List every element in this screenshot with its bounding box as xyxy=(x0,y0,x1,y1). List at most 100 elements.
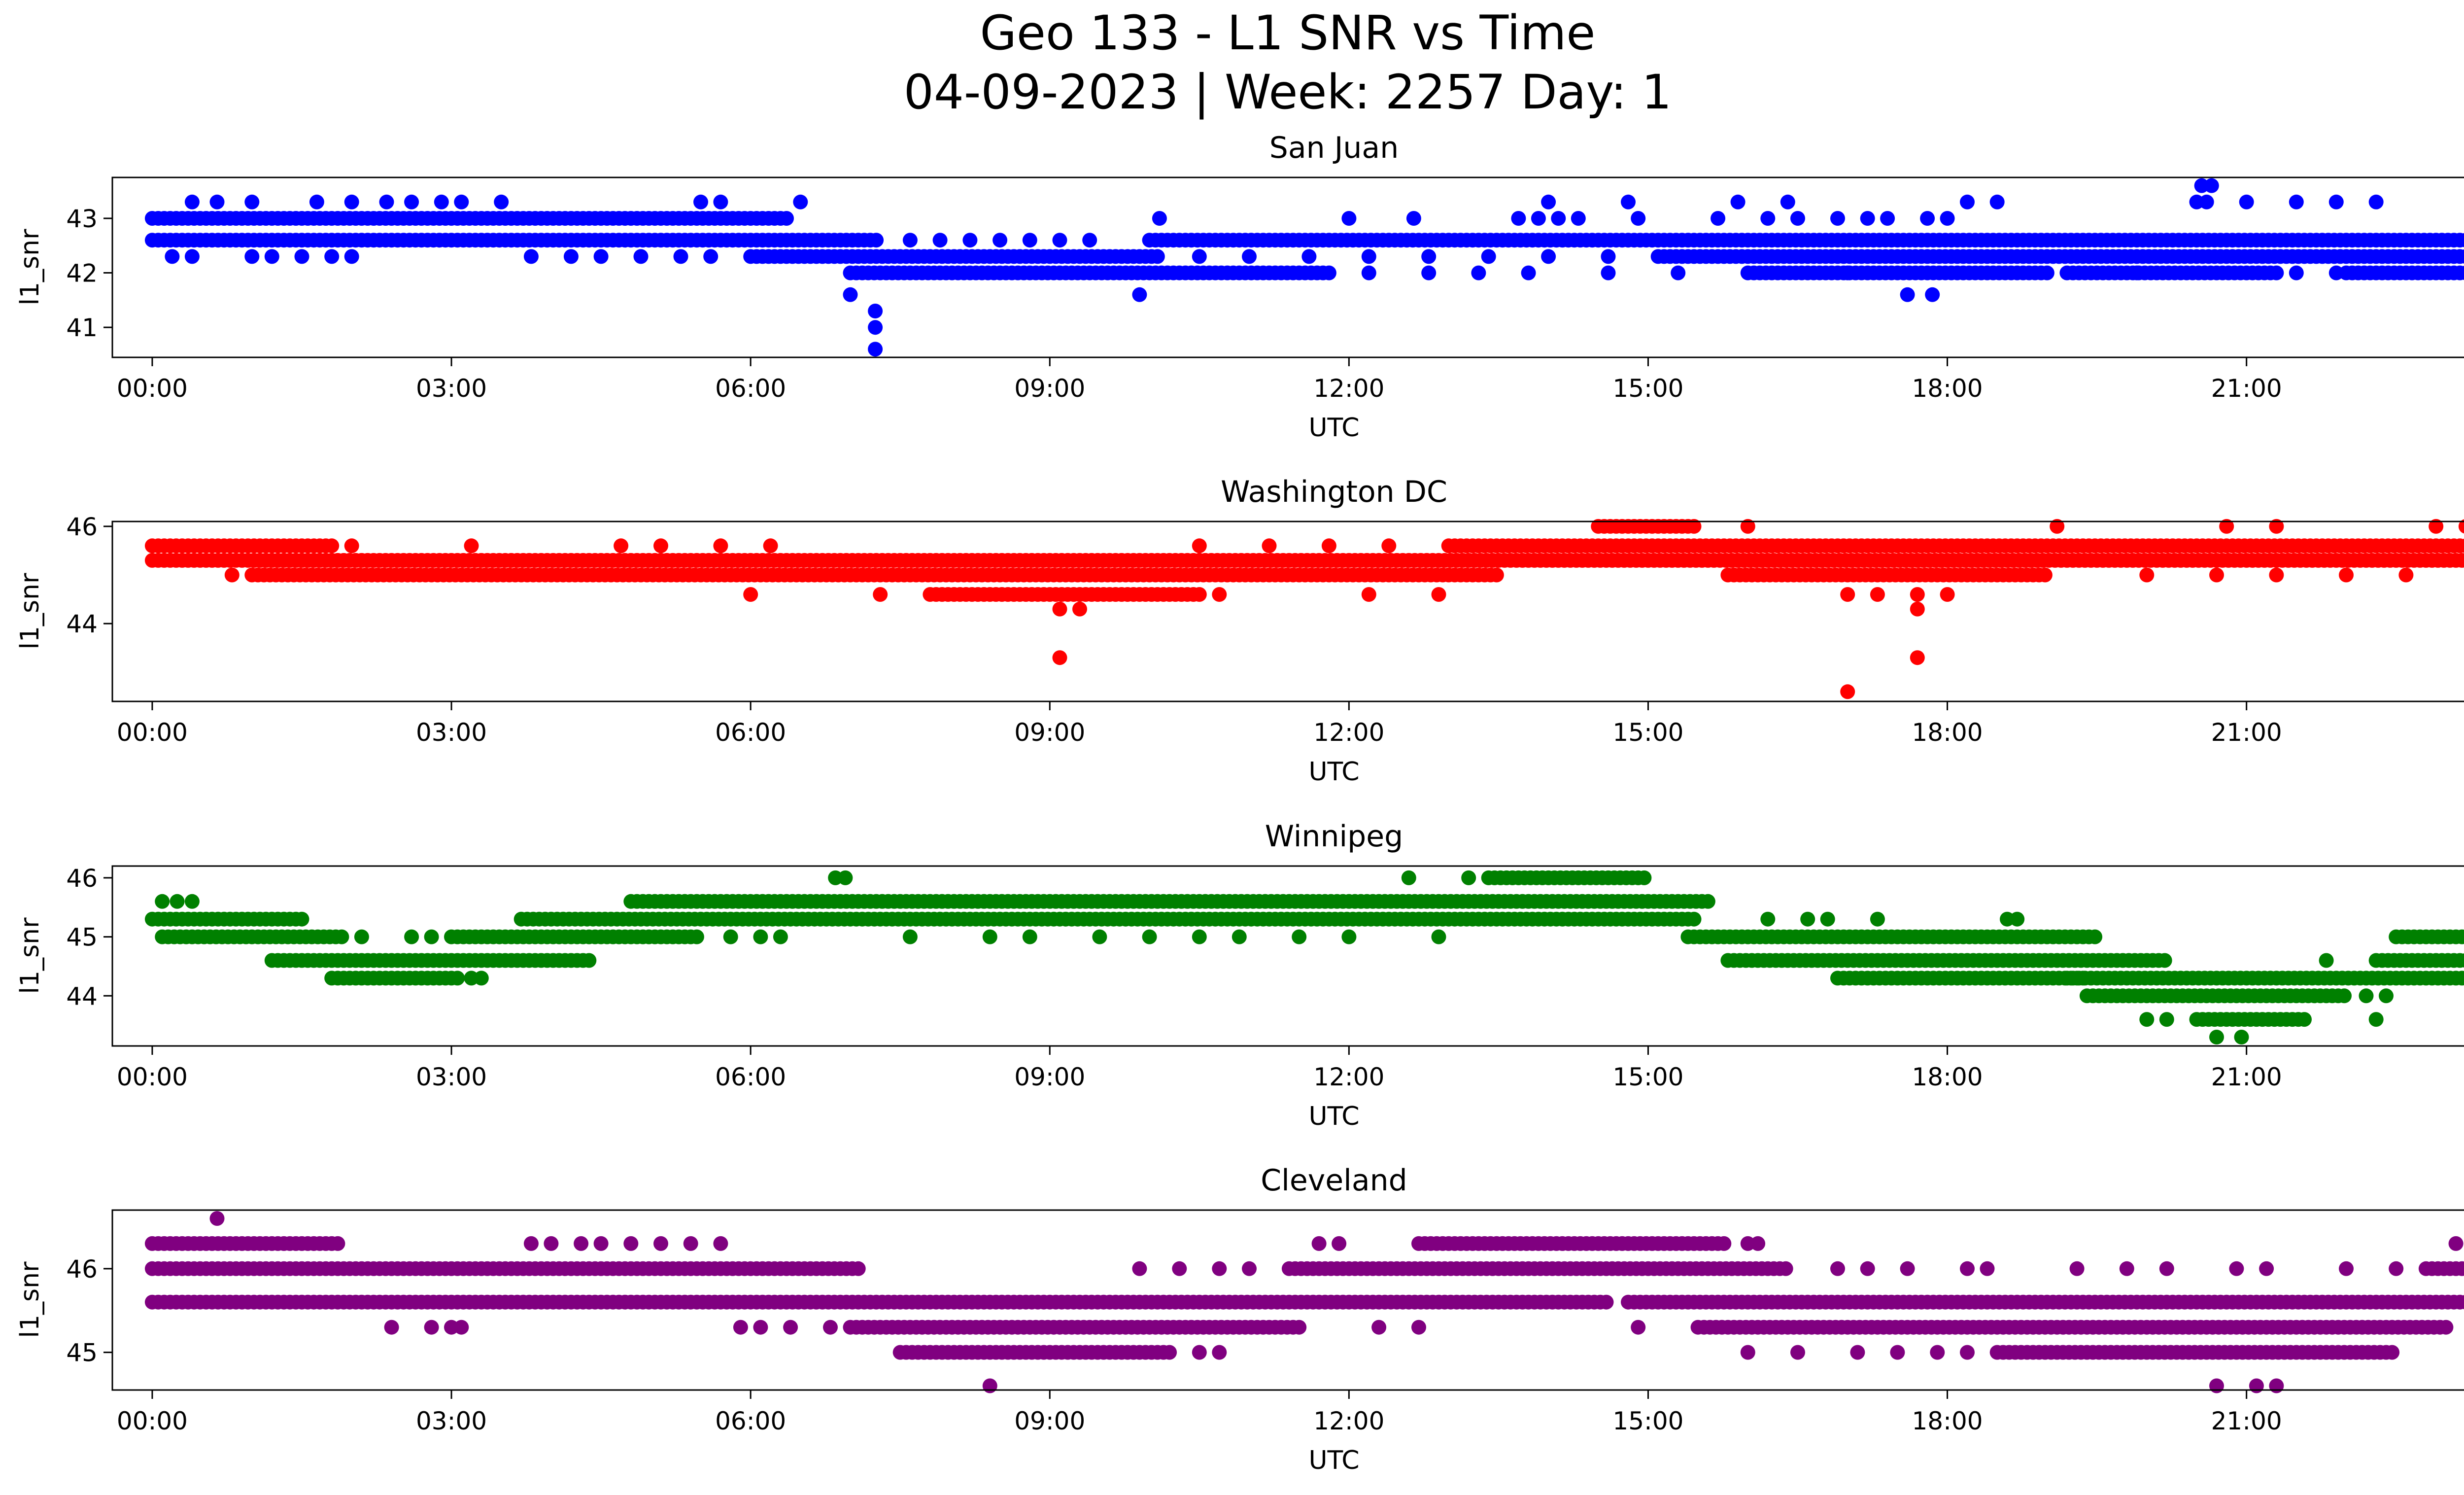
subplot-winnipeg-title: Winnipeg xyxy=(1265,819,1403,854)
winnipeg-point-5-137 xyxy=(474,971,489,986)
san-juan-point-4-21 xyxy=(2239,194,2254,209)
subplot-cleveland-xlabel: UTC xyxy=(1308,1446,1359,1475)
washington-dc-point-3-50 xyxy=(1431,587,1446,602)
washington-dc-point-4-19 xyxy=(2219,519,2234,534)
san-juan-point-0-116 xyxy=(1760,211,1776,226)
cleveland-x-tick-label-1: 03:00 xyxy=(416,1407,487,1435)
cleveland-point-1-87 xyxy=(593,1236,609,1251)
san-juan-point-4-16 xyxy=(1780,194,1795,209)
washington-dc-point-3-48 xyxy=(1212,587,1227,602)
cleveland-point-5-113 xyxy=(1192,1345,1207,1360)
san-juan-point-0-112 xyxy=(1551,211,1566,226)
san-juan-point-2-234 xyxy=(1361,249,1376,264)
winnipeg-y-tick-label-0: 44 xyxy=(66,982,98,1010)
san-juan-point-3-80 xyxy=(1321,265,1336,280)
figure-title-line-1: Geo 133 - L1 SNR vs Time xyxy=(980,5,1596,61)
washington-dc-point-0-220 xyxy=(763,538,778,554)
subplot-winnipeg-y-axis: 44 45 46 xyxy=(66,864,112,1010)
figure-title-line-2: 04-09-2023 | Week: 2257 Day: 1 xyxy=(904,65,1672,120)
san-juan-point-0-115 xyxy=(1711,211,1726,226)
washington-dc-point-0-223 xyxy=(1321,538,1336,554)
washington-dc-point-0-201 xyxy=(2458,538,2464,553)
san-juan-point-2-226 xyxy=(563,249,579,264)
washington-dc-x-tick-label-2: 06:00 xyxy=(715,718,786,747)
winnipeg-point-8-1 xyxy=(2234,1030,2249,1044)
washington-dc-point-2-267 xyxy=(2339,567,2354,583)
cleveland-point-4-203 xyxy=(424,1320,439,1335)
winnipeg-point-1-183 xyxy=(184,894,200,909)
washington-dc-x-tick-label-7: 21:00 xyxy=(2211,718,2282,747)
san-juan-x-tick-label-1: 03:00 xyxy=(416,374,487,403)
winnipeg-point-4-127 xyxy=(2157,953,2172,968)
cleveland-point-1-91 xyxy=(713,1236,728,1251)
washington-dc-point-2-265 xyxy=(2209,567,2224,583)
winnipeg-point-8-0 xyxy=(2209,1030,2224,1044)
subplot-san-juan-y-axis: 41 42 43 xyxy=(66,205,112,342)
san-juan-point-2-218 xyxy=(165,249,180,264)
washington-dc-y-tick-label-0: 44 xyxy=(66,610,98,638)
cleveland-y-tick-label-0: 45 xyxy=(66,1339,98,1367)
san-juan-point-3-206 xyxy=(1601,265,1616,280)
subplot-san-juan-xlabel: UTC xyxy=(1308,413,1359,443)
washington-dc-point-0-222 xyxy=(1262,538,1277,554)
san-juan-point-4-11 xyxy=(713,194,728,209)
san-juan-point-2-232 xyxy=(1242,249,1257,264)
san-juan-point-4-22 xyxy=(2289,194,2304,209)
san-juan-point-6-2 xyxy=(1900,287,1915,302)
cleveland-x-tick-label-6: 18:00 xyxy=(1912,1407,1983,1435)
cleveland-point-2-235 xyxy=(2159,1261,2174,1276)
cleveland-point-2-224 xyxy=(1132,1261,1147,1276)
washington-dc-point-6-1 xyxy=(1910,650,1925,665)
san-juan-point-4-3 xyxy=(309,194,324,209)
cleveland-point-5-112 xyxy=(2385,1345,2400,1360)
washington-dc-x-tick-label-4: 12:00 xyxy=(1313,718,1384,747)
cleveland-point-2-231 xyxy=(1960,1261,1975,1276)
cleveland-point-1-93 xyxy=(1332,1236,1347,1251)
cleveland-point-1-83 xyxy=(1716,1236,1732,1251)
subplot-winnipeg: 00:00 03:00 06:00 09:00 12:00 15:00 18:00 21:00… xyxy=(15,819,2464,1131)
subplot-san-juan-x-axis: 00:00 03:00 06:00 09:00 12:00 15:00 18:00 21:00… xyxy=(117,357,2282,403)
subplot-cleveland: 00:00 03:00 06:00 09:00 12:00 15:00 18:00 21:00… xyxy=(15,1163,2464,1475)
washington-dc-x-tick-label-5: 15:00 xyxy=(1612,718,1683,747)
cleveland-point-2-237 xyxy=(2259,1261,2274,1276)
cleveland-point-4-212 xyxy=(1631,1320,1646,1335)
san-juan-point-0-122 xyxy=(1940,211,1955,226)
san-juan-point-0-107 xyxy=(1152,211,1167,226)
winnipeg-point-3-178 xyxy=(1142,929,1157,944)
cleveland-point-4-208 xyxy=(783,1320,798,1335)
cleveland-point-4-201 xyxy=(2438,1320,2454,1335)
san-juan-point-3-188 xyxy=(2458,266,2464,280)
winnipeg-point-7-20 xyxy=(2159,1012,2174,1027)
cleveland-point-2-229 xyxy=(1860,1261,1875,1276)
winnipeg-point-5-21 xyxy=(450,971,465,986)
winnipeg-point-1-182 xyxy=(170,894,185,909)
winnipeg-point-3-72 xyxy=(689,929,704,944)
san-juan-point-1-121 xyxy=(869,233,884,248)
san-juan-point-4-23 xyxy=(2328,194,2344,209)
san-juan-point-2-238 xyxy=(1601,249,1616,264)
winnipeg-point-5-131 xyxy=(2460,972,2464,985)
cleveland-point-2-234 xyxy=(2119,1261,2134,1276)
winnipeg-point-2-226 xyxy=(1870,911,1885,927)
cleveland-point-5-120 xyxy=(1960,1345,1975,1360)
san-juan-point-4-0 xyxy=(184,194,200,209)
washington-dc-point-4-21 xyxy=(2429,519,2444,534)
subplot-san-juan-frame xyxy=(111,176,2464,358)
cleveland-point-6-3 xyxy=(2269,1378,2284,1393)
winnipeg-point-3-177 xyxy=(1092,929,1107,944)
san-juan-point-1-357 xyxy=(932,233,948,248)
cleveland-point-4-75 xyxy=(1292,1320,1307,1335)
san-juan-x-tick-label-3: 09:00 xyxy=(1014,374,1085,403)
washington-dc-point-0-217 xyxy=(614,538,629,554)
cleveland-point-5-45 xyxy=(1162,1345,1177,1360)
winnipeg-x-tick-label-4: 12:00 xyxy=(1313,1063,1384,1091)
washington-dc-point-3-45 xyxy=(1192,587,1207,602)
san-juan-point-3-210 xyxy=(2289,265,2304,280)
subplot-cleveland-title: Cleveland xyxy=(1261,1163,1407,1198)
san-juan-point-0-120 xyxy=(1880,211,1895,226)
cleveland-point-4-202 xyxy=(384,1320,399,1335)
winnipeg-y-tick-label-1: 45 xyxy=(66,923,98,952)
subplot-winnipeg-ylabel: l1_snr xyxy=(15,917,45,994)
san-juan-point-8-0 xyxy=(868,320,883,335)
winnipeg-x-tick-label-0: 00:00 xyxy=(117,1063,188,1091)
